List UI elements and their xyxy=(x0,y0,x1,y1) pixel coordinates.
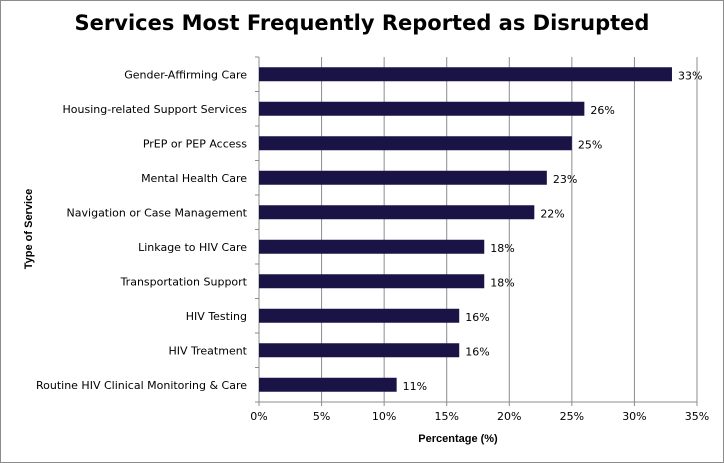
bar xyxy=(259,67,672,82)
data-label: 26% xyxy=(590,104,614,117)
data-label: 11% xyxy=(403,380,427,393)
category-label: PrEP or PEP Access xyxy=(143,137,247,150)
data-label: 16% xyxy=(465,345,489,358)
category-label: Housing-related Support Services xyxy=(63,103,248,116)
bar xyxy=(259,239,485,254)
bar xyxy=(259,308,460,323)
data-label: 22% xyxy=(540,207,564,220)
x-tick-label: 30% xyxy=(622,410,646,423)
category-label: Linkage to HIV Care xyxy=(138,241,247,254)
category-label: HIV Testing xyxy=(186,310,247,323)
data-label: 25% xyxy=(578,138,602,151)
bar xyxy=(259,101,585,116)
x-tick-label: 5% xyxy=(313,410,330,423)
x-axis-label: Percentage (%) xyxy=(418,433,498,445)
data-label: 33% xyxy=(678,69,702,82)
x-tick-label: 35% xyxy=(685,410,709,423)
bar xyxy=(259,377,397,392)
category-label: Routine HIV Clinical Monitoring & Care xyxy=(36,379,247,392)
x-tick-label: 0% xyxy=(250,410,267,423)
bar xyxy=(259,136,572,151)
x-tick-label: 20% xyxy=(497,410,521,423)
bar xyxy=(259,343,460,358)
category-label: Gender-Affirming Care xyxy=(124,68,247,81)
category-label: Mental Health Care xyxy=(141,172,247,185)
data-label: 23% xyxy=(553,173,577,186)
x-tick-label: 15% xyxy=(434,410,458,423)
category-label: Navigation or Case Management xyxy=(67,206,248,219)
bar xyxy=(259,170,547,185)
data-label: 16% xyxy=(465,311,489,324)
chart-title: Services Most Frequently Reported as Dis… xyxy=(74,11,650,35)
data-label: 18% xyxy=(490,242,514,255)
x-tick-label: 25% xyxy=(560,410,584,423)
category-label: HIV Treatment xyxy=(168,344,247,357)
data-label: 18% xyxy=(490,276,514,289)
category-label: Transportation Support xyxy=(120,275,248,288)
bar xyxy=(259,205,535,220)
x-tick-label: 10% xyxy=(372,410,396,423)
bar xyxy=(259,274,485,289)
